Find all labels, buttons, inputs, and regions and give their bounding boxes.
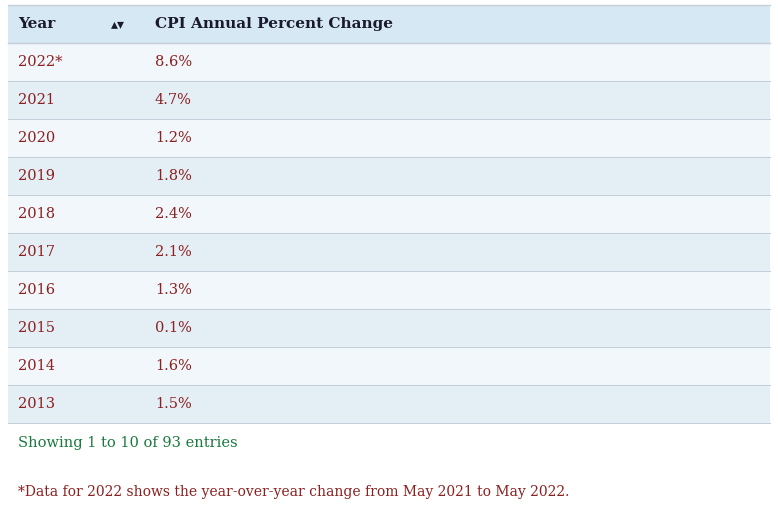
Text: 1.2%: 1.2% [155,131,191,145]
Text: 4.7%: 4.7% [155,93,192,107]
Text: 1.6%: 1.6% [155,359,192,373]
Bar [8,43,770,81]
Text: 2.4%: 2.4% [155,207,192,221]
Text: 2021: 2021 [18,93,55,107]
Text: *Data for 2022 shows the year-over-year change from May 2021 to May 2022.: *Data for 2022 shows the year-over-year … [18,485,569,499]
Text: Showing 1 to 10 of 93 entries: Showing 1 to 10 of 93 entries [18,436,237,450]
Bar [8,157,770,195]
Text: 1.5%: 1.5% [155,397,191,411]
Text: 8.6%: 8.6% [155,55,192,69]
Bar [8,385,770,423]
Text: 2018: 2018 [18,207,55,221]
Bar [8,5,770,43]
Text: 2015: 2015 [18,321,55,335]
Text: 1.8%: 1.8% [155,169,192,183]
Bar [8,271,770,309]
Text: 2013: 2013 [18,397,55,411]
Text: 2.1%: 2.1% [155,245,191,259]
Text: 2017: 2017 [18,245,55,259]
Text: 0.1%: 0.1% [155,321,192,335]
Text: 2022*: 2022* [18,55,62,69]
Text: Year: Year [18,17,55,31]
Bar [8,195,770,233]
Text: ▴▾: ▴▾ [111,17,125,31]
Bar [8,233,770,271]
Text: 2019: 2019 [18,169,55,183]
Text: 1.3%: 1.3% [155,283,192,297]
Text: 2014: 2014 [18,359,55,373]
Text: 2016: 2016 [18,283,55,297]
Bar [8,119,770,157]
Bar [8,309,770,347]
Bar [8,81,770,119]
Text: 2020: 2020 [18,131,55,145]
Text: CPI Annual Percent Change: CPI Annual Percent Change [155,17,393,31]
Bar [8,347,770,385]
